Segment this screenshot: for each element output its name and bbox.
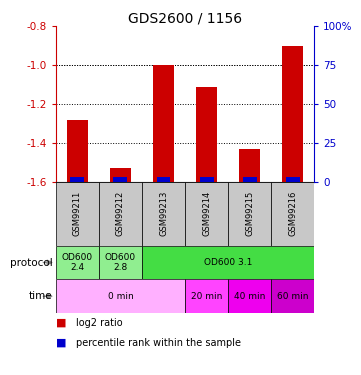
Bar (228, 279, 271, 313)
Text: GSM99211: GSM99211 (73, 191, 82, 236)
Text: protocol: protocol (10, 258, 52, 267)
Text: GSM99216: GSM99216 (288, 191, 297, 237)
Bar (286, 177, 300, 182)
Bar (271, 279, 314, 313)
Text: GSM99214: GSM99214 (202, 191, 211, 236)
Bar (282, 46, 303, 182)
Text: 40 min: 40 min (234, 292, 265, 301)
Bar (228, 182, 271, 246)
Text: log2 ratio: log2 ratio (76, 318, 122, 327)
Text: 60 min: 60 min (277, 292, 308, 301)
Bar (200, 177, 213, 182)
Text: GSM99213: GSM99213 (159, 191, 168, 237)
Text: ■: ■ (56, 338, 66, 348)
Bar (56, 279, 185, 313)
Bar (142, 246, 314, 279)
Text: OD600 3.1: OD600 3.1 (204, 258, 252, 267)
Bar (196, 87, 217, 182)
Bar (243, 177, 257, 182)
Title: GDS2600 / 1156: GDS2600 / 1156 (128, 11, 242, 25)
Bar (110, 168, 131, 182)
Bar (239, 149, 260, 182)
Text: OD600
2.4: OD600 2.4 (62, 253, 93, 272)
Bar (157, 177, 170, 182)
Text: time: time (29, 291, 52, 301)
Bar (56, 182, 99, 246)
Text: 20 min: 20 min (191, 292, 222, 301)
Bar (70, 177, 84, 182)
Bar (142, 182, 185, 246)
Bar (99, 182, 142, 246)
Text: percentile rank within the sample: percentile rank within the sample (76, 338, 241, 348)
Bar (271, 182, 314, 246)
Bar (153, 65, 174, 182)
Bar (113, 177, 127, 182)
Bar (56, 246, 99, 279)
Text: ■: ■ (56, 318, 66, 327)
Text: GSM99212: GSM99212 (116, 191, 125, 236)
Bar (185, 279, 228, 313)
Text: 0 min: 0 min (108, 292, 133, 301)
Text: GSM99215: GSM99215 (245, 191, 254, 236)
Bar (185, 182, 228, 246)
Bar (67, 120, 88, 182)
Bar (99, 246, 142, 279)
Text: OD600
2.8: OD600 2.8 (105, 253, 136, 272)
